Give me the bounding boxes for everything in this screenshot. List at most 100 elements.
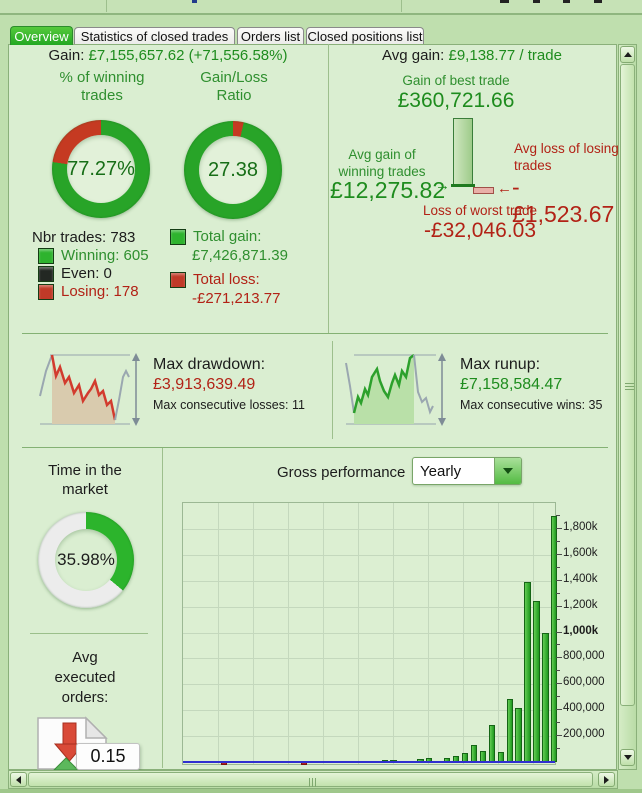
left-column-divider [30,633,148,634]
chart-y-axis-ticks [556,502,564,765]
max-consecutive-wins: Max consecutive wins: 35 [460,398,603,412]
tab-statistics-of-closed-trades[interactable]: Statistics of closed trades [74,27,235,44]
y-axis-minor-tick [556,618,560,620]
gridline-vertical [428,503,429,764]
y-axis-label: 1,800k [563,520,598,533]
section-divider-vertical [162,448,163,768]
scrollbar-grip-icon [309,778,310,787]
y-axis-tick [556,735,562,737]
arrow-up-icon [623,52,632,57]
gridline-horizontal [183,710,555,712]
worst-trade-bar [473,187,494,194]
gridline-horizontal [183,606,555,608]
donut-hole [199,136,267,204]
avg-gain-summary: Avg gain: £9,138.77 / trade [329,47,615,64]
y-axis-tick [556,605,562,607]
avg-win-label-line2: winning trades [338,164,426,179]
vertical-scrollbar[interactable] [618,44,637,770]
avg-loss-label-line2: trades [514,158,552,173]
tab-closed-positions-label: Closed positions list [307,28,423,44]
gain-bar [542,632,549,762]
avg-win-value: £12,275.82 [330,177,446,203]
gridline-horizontal [183,554,555,556]
gridline-vertical [498,503,499,764]
avg-loss-arrow-icon: ← [497,180,512,197]
gain-value: £7,155,657.62 (+71,556.58%) [88,47,288,64]
ratio-donut-title-line2: Ratio [216,87,252,104]
gridline-vertical [463,503,464,764]
y-axis-tick [556,579,562,581]
ratio-donut-title-line1: Gain/Loss [200,69,268,86]
gain-bar [470,745,478,762]
gridline-horizontal [183,632,555,634]
horizontal-scrollbar-thumb[interactable] [28,772,593,787]
tab-statistics-label: Statistics of closed trades [80,28,229,44]
y-axis-tick [556,709,562,711]
y-axis-label: 400,000 [563,702,605,715]
y-axis-tick [556,553,562,555]
legend-square-icon [38,283,54,300]
gain-bar [533,601,540,762]
gridline-vertical [218,503,219,764]
best-trade-bar [453,118,473,186]
scroll-up-button[interactable] [620,46,635,63]
y-axis-tick [556,527,562,529]
y-axis-minor-tick [556,748,560,750]
arrow-left-icon [16,775,21,784]
gain-loss-ratio-donut-chart: 27.38 [184,121,282,219]
winning-donut-title-line1: % of winning [59,69,145,86]
y-axis-tick [556,657,562,659]
gridline-vertical [358,503,359,764]
scroll-down-button[interactable] [620,749,635,766]
gridline-horizontal [183,658,555,660]
y-axis-minor-tick [556,644,560,646]
toolbar-fragment [594,0,602,3]
nbr-trades: Nbr trades: 783 [32,229,136,246]
avg-orders-line2: executed [54,669,116,686]
gross-performance-chart [182,502,558,765]
period-dropdown-button[interactable] [494,458,521,484]
max-consecutive-losses: Max consecutive losses: 11 [153,398,305,412]
tab-closed-positions-list[interactable]: Closed positions list [306,27,424,44]
y-axis-label: 1,600k [563,546,598,559]
scroll-right-button[interactable] [598,772,615,787]
avg-loss-label-line1: Avg loss of losing [514,141,619,156]
best-trade-label: Gain of best trade [402,73,510,88]
gridline-vertical [288,503,289,764]
winning-donut-title: % of winning trades [28,69,176,105]
y-axis-label: 800,000 [563,650,605,663]
section-divider-vertical [328,44,329,333]
time-in-market-value: 35.98% [57,550,115,569]
scroll-left-button[interactable] [10,772,27,787]
avg-orders-value-box: 0.15 [76,743,140,770]
winning-trades-donut-chart: 77.27% [52,120,150,218]
max-runup-value: £7,158,584.47 [460,376,563,393]
avg-orders-value: 0.15 [90,746,126,766]
y-axis-minor-tick [556,592,560,594]
period-dropdown[interactable]: Yearly [412,457,522,485]
gain-bar [506,698,513,762]
horizontal-scrollbar[interactable] [8,770,618,789]
y-axis-minor-tick [556,566,560,568]
y-axis-label: 200,000 [563,728,605,741]
max-drawdown-title: Max drawdown: [153,356,266,373]
y-axis-tick [556,683,562,685]
avg-orders-line1: Avg [72,649,98,666]
gross-performance-label: Gross performance [277,464,406,481]
vertical-scrollbar-thumb[interactable] [620,64,635,706]
tab-orders-list[interactable]: Orders list [237,27,304,44]
best-trade-value: £360,721.66 [397,89,515,112]
max-drawdown-icon [39,353,140,426]
time-title-line2: market [62,481,108,498]
y-axis-minor-tick [556,540,560,542]
ratio-value: 27.38 [207,158,259,181]
chart-y-axis-labels: 1,800k 1,600k 1,400k 1,200k 1,000k 800,000 600… [563,502,615,765]
totals-legend: Total gain: £7,426,871.39 Total loss: -£… [170,228,320,307]
total-loss-label: Total loss: [193,271,260,288]
max-drawdown-value: £3,913,639.49 [153,376,256,393]
tab-overview[interactable]: Overview [10,26,73,45]
donut-hole [55,529,117,591]
avg-orders-line3: orders: [61,689,109,706]
total-gain-square-icon [170,228,186,245]
y-axis-label: 600,000 [563,676,605,689]
